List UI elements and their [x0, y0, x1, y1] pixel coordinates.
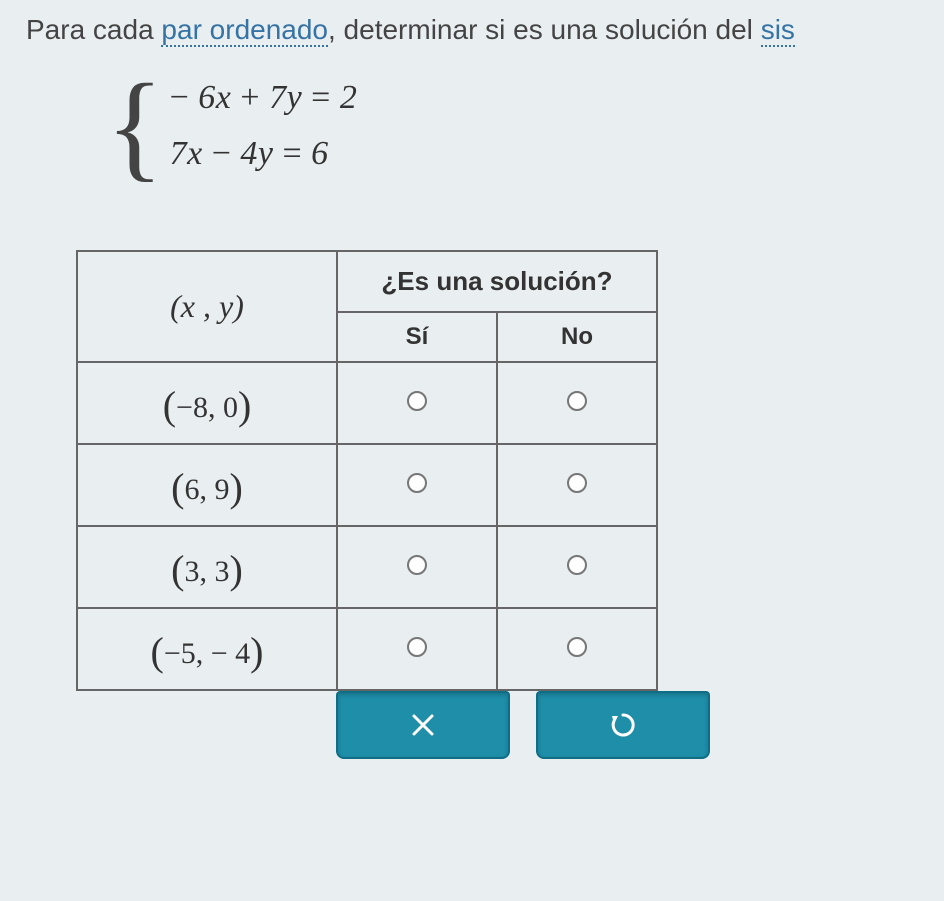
link-par-ordenado[interactable]: par ordenado: [161, 14, 328, 47]
reset-button[interactable]: [536, 691, 710, 759]
equation-system: { − 6x + 7y = 2 7x − 4y = 6: [106, 72, 924, 180]
pair-cell: (−5, − 4): [77, 608, 337, 690]
link-sistema[interactable]: sis: [761, 14, 795, 47]
pair-cell: (−8, 0): [77, 362, 337, 444]
pair-cell: (3, 3): [77, 526, 337, 608]
equation-1: − 6x + 7y = 2: [170, 79, 358, 117]
radio-no-1[interactable]: [497, 444, 657, 526]
radio-no-3[interactable]: [497, 608, 657, 690]
radio-yes-3[interactable]: [337, 608, 497, 690]
header-pair: (x , y): [77, 251, 337, 362]
table-row: (6, 9): [77, 444, 657, 526]
prompt-prefix: Para cada: [26, 14, 161, 45]
table-row: (3, 3): [77, 526, 657, 608]
x-icon: [409, 711, 437, 739]
radio-no-2[interactable]: [497, 526, 657, 608]
undo-icon: [608, 710, 638, 740]
header-yes: Sí: [337, 312, 497, 362]
prompt-mid: , determinar si es una solución del: [328, 14, 761, 45]
left-brace: {: [106, 72, 164, 180]
check-button[interactable]: [336, 691, 510, 759]
pair-cell: (6, 9): [77, 444, 337, 526]
radio-no-0[interactable]: [497, 362, 657, 444]
solution-table: (x , y) ¿Es una solución? Sí No (−8, 0) …: [76, 250, 658, 691]
radio-yes-0[interactable]: [337, 362, 497, 444]
header-question: ¿Es una solución?: [337, 251, 657, 312]
radio-yes-2[interactable]: [337, 526, 497, 608]
table-row: (−8, 0): [77, 362, 657, 444]
question-prompt: Para cada par ordenado, determinar si es…: [26, 14, 924, 46]
radio-yes-1[interactable]: [337, 444, 497, 526]
header-no: No: [497, 312, 657, 362]
equation-2: 7x − 4y = 6: [170, 135, 358, 173]
table-row: (−5, − 4): [77, 608, 657, 690]
